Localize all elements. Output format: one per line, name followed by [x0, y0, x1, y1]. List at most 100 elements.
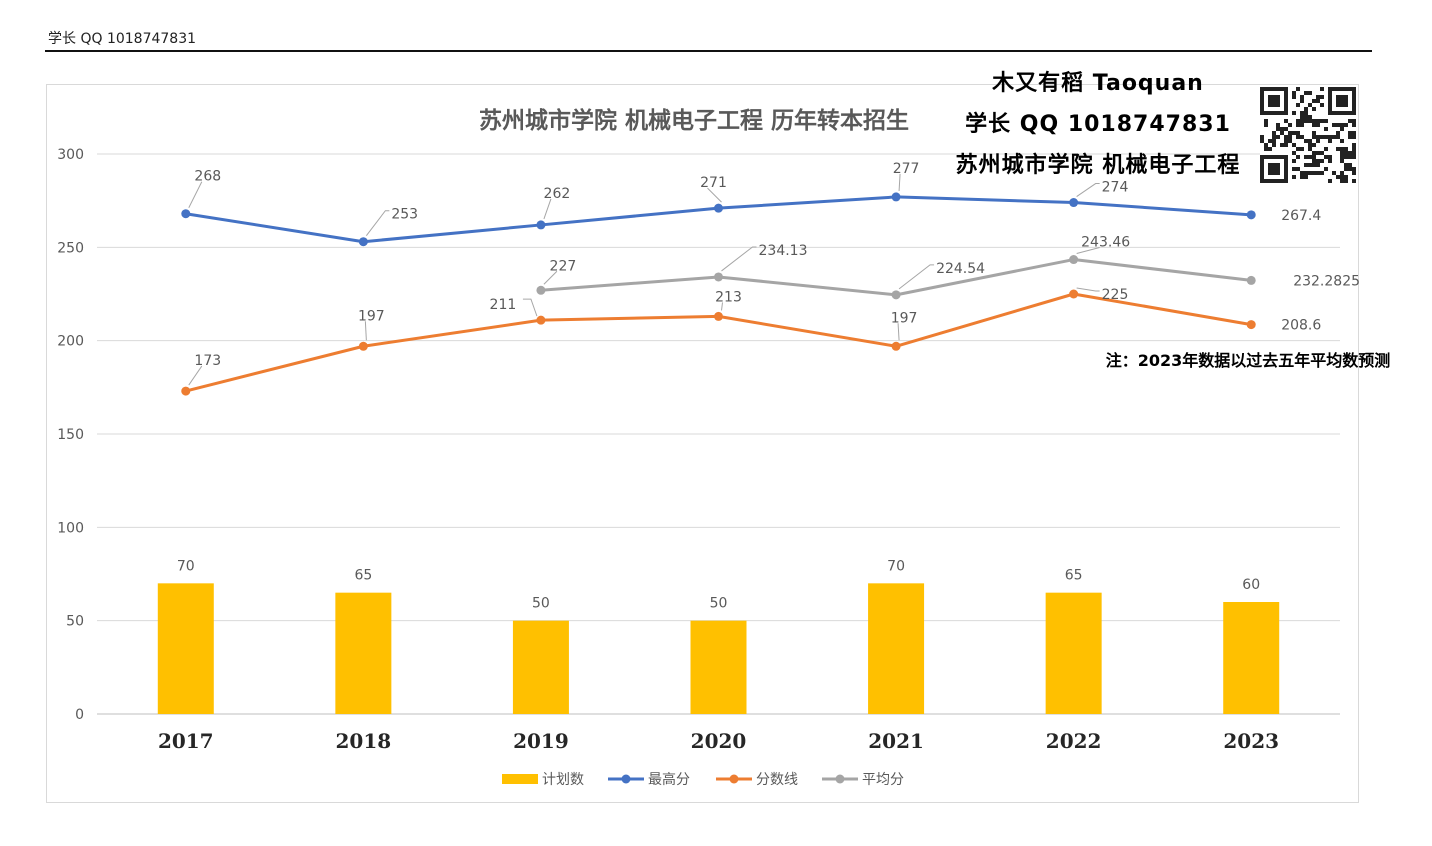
qr-module — [1344, 155, 1348, 159]
qr-module — [1320, 87, 1324, 91]
line-data-label: 274 — [1102, 180, 1129, 196]
qr-module — [1268, 147, 1272, 151]
legend-swatch-marker — [835, 774, 845, 784]
qr-module — [1332, 123, 1336, 127]
line-data-label: 268 — [194, 169, 221, 185]
qr-module — [1296, 87, 1300, 91]
qr-module — [1348, 155, 1352, 159]
y-tick-label: 250 — [57, 240, 84, 256]
series-point — [358, 237, 368, 247]
qr-module — [1312, 155, 1316, 159]
y-tick-label: 100 — [57, 520, 84, 536]
qr-module — [1312, 123, 1316, 127]
qr-module — [1312, 163, 1316, 167]
qr-module — [1344, 151, 1348, 155]
qr-finder-core — [1268, 95, 1280, 107]
label-leader — [364, 321, 367, 341]
qr-module — [1312, 171, 1316, 175]
legend-label: 计划数 — [542, 772, 584, 788]
qr-module — [1264, 123, 1268, 127]
qr-finder-core — [1268, 163, 1280, 175]
qr-module — [1324, 155, 1328, 159]
qr-module — [1296, 131, 1300, 135]
qr-module — [1308, 155, 1312, 159]
qr-module — [1296, 119, 1300, 123]
qr-module — [1324, 119, 1328, 123]
qr-module — [1304, 115, 1308, 119]
watermark-line3: 苏州城市学院 机械电子工程 — [956, 152, 1241, 178]
qr-module — [1280, 127, 1284, 131]
qr-module — [1264, 147, 1268, 151]
watermark-line2: 学长 QQ 1018747831 — [965, 111, 1231, 137]
qr-module — [1312, 159, 1316, 163]
qr-module — [1304, 139, 1308, 143]
qr-module — [1292, 175, 1296, 179]
qr-module — [1316, 123, 1320, 127]
qr-module — [1296, 155, 1300, 159]
qr-module — [1312, 119, 1316, 123]
series-point — [1246, 210, 1256, 220]
qr-module — [1352, 135, 1356, 139]
qr-module — [1312, 151, 1316, 155]
y-tick-label: 50 — [66, 614, 84, 630]
line-data-label: 277 — [893, 161, 920, 177]
qr-module — [1300, 147, 1304, 151]
qr-module — [1340, 147, 1344, 151]
watermark-line1: 木又有稻 Taoquan — [991, 70, 1204, 96]
line-data-label: 211 — [490, 297, 517, 313]
legend-label: 平均分 — [862, 772, 904, 788]
qr-module — [1300, 115, 1304, 119]
label-layer: 70 65 50 50 70 65 60 268 253 262 271 277 274 267.4 173… — [177, 161, 1360, 612]
series-point — [536, 315, 546, 325]
qr-code-image — [1260, 87, 1356, 183]
qr-module — [1328, 159, 1332, 163]
qr-module — [1264, 119, 1268, 123]
label-leader — [897, 323, 900, 341]
bar-data-label: 65 — [1065, 568, 1083, 584]
qr-module — [1340, 179, 1344, 183]
series-point — [181, 209, 191, 219]
label-leader — [898, 173, 901, 191]
qr-module — [1340, 139, 1344, 143]
bar — [868, 583, 925, 714]
qr-module — [1264, 143, 1268, 147]
qr-module — [1340, 155, 1344, 159]
qr-module — [1284, 139, 1288, 143]
qr-module — [1320, 119, 1324, 123]
qr-module — [1272, 139, 1276, 143]
qr-module — [1352, 123, 1356, 127]
qr-module — [1284, 143, 1288, 147]
qr-module — [1260, 139, 1264, 143]
bar — [512, 620, 569, 714]
qr-module — [1340, 151, 1344, 155]
qr-module — [1292, 95, 1296, 99]
line-data-label: 225 — [1102, 287, 1129, 303]
qr-module — [1288, 123, 1292, 127]
qr-module — [1272, 135, 1276, 139]
label-leader — [522, 298, 538, 317]
qr-module — [1304, 171, 1308, 175]
qr-module — [1304, 175, 1308, 179]
bar — [157, 583, 214, 714]
line-data-label: 173 — [194, 353, 221, 369]
qr-module — [1288, 135, 1292, 139]
qr-module — [1292, 91, 1296, 95]
qr-module — [1316, 171, 1320, 175]
header-rule — [45, 50, 1372, 52]
series-point — [1069, 198, 1079, 208]
series-point — [536, 220, 546, 230]
qr-module — [1304, 119, 1308, 123]
qr-module — [1320, 135, 1324, 139]
qr-module — [1336, 135, 1340, 139]
qr-module — [1340, 127, 1344, 131]
qr-module — [1304, 91, 1308, 95]
x-tick-label: 2018 — [336, 729, 392, 753]
qr-module — [1300, 123, 1304, 127]
line-data-label: 243.46 — [1081, 235, 1130, 251]
x-tick-label: 2021 — [868, 729, 924, 753]
qr-module — [1340, 171, 1344, 175]
label-leader — [365, 210, 390, 237]
page-header-text: 学长 QQ 1018747831 — [48, 31, 197, 47]
line-data-label: 271 — [700, 175, 727, 191]
